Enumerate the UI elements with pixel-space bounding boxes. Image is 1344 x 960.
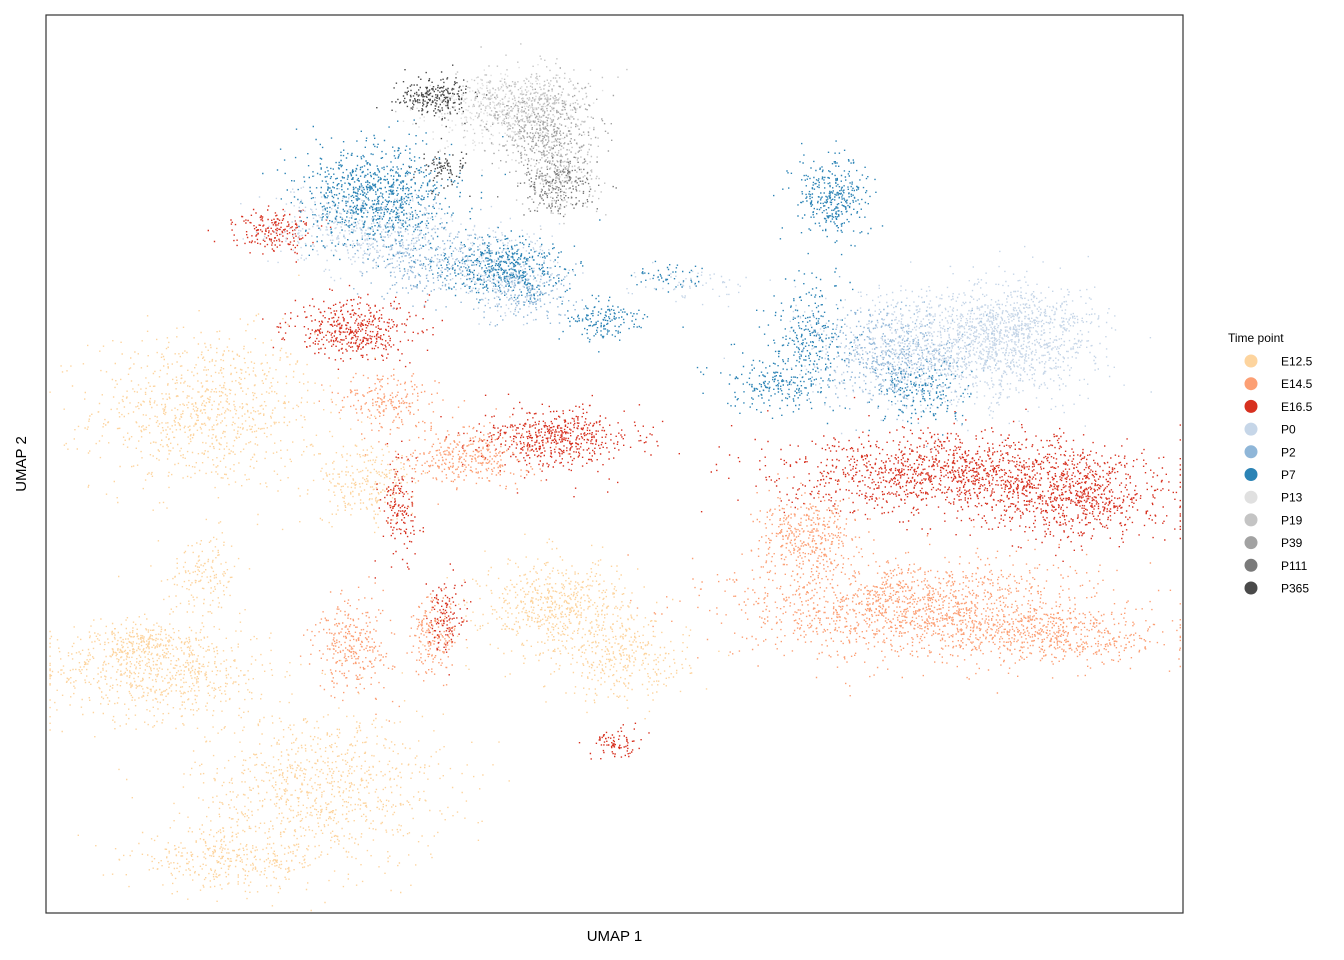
point-cluster-e14-5-0 <box>627 526 1172 697</box>
legend-key-e14-5 <box>1244 377 1258 391</box>
point-cluster-e12-5-4 <box>77 815 350 912</box>
series-p2 <box>343 202 997 448</box>
point-cluster-e16-5-2 <box>440 393 664 498</box>
legend: Time point E12.5 E14.5 E16.5 P0 P2 P7 P13 P19 P3… <box>1228 331 1313 596</box>
point-cluster-e14-5-3 <box>364 408 570 505</box>
legend-key-p7 <box>1244 468 1258 481</box>
legend-label-p39: P39 <box>1281 536 1303 550</box>
point-cluster-e16-5-7 <box>578 722 650 760</box>
legend-label-e16-5: E16.5 <box>1281 400 1313 414</box>
legend-key-e12-5 <box>1244 354 1258 368</box>
point-cluster-p7-5 <box>696 343 845 419</box>
series-p365 <box>376 64 488 197</box>
point-cluster-p365-0 <box>376 64 488 128</box>
legend-label-p2: P2 <box>1281 445 1296 459</box>
legend-key-p0 <box>1244 422 1258 436</box>
point-cluster-e12-5-6 <box>543 607 730 720</box>
legend-label-p365: P365 <box>1281 582 1309 596</box>
point-cluster-p0-4 <box>626 261 771 306</box>
legend-key-p13 <box>1244 490 1258 504</box>
point-cluster-p7-7 <box>630 260 703 293</box>
point-cluster-e14-5-4 <box>299 576 400 722</box>
legend-label-p13: P13 <box>1281 491 1303 505</box>
point-cluster-e16-5-6 <box>425 563 472 676</box>
legend-label-e12-5: E12.5 <box>1281 355 1313 369</box>
legend-label-p111: P111 <box>1281 559 1308 573</box>
point-cluster-e14-5-5 <box>392 588 468 687</box>
point-cluster-p7-6 <box>868 360 973 436</box>
legend-key-e16-5 <box>1244 399 1258 413</box>
legend-key-p39 <box>1244 536 1258 550</box>
legend-label-p19: P19 <box>1281 513 1303 527</box>
point-cluster-p0-2 <box>240 174 487 282</box>
point-cluster-e12-5-7 <box>287 421 427 534</box>
point-cluster-e14-5-2 <box>741 473 881 599</box>
legend-key-p19 <box>1244 513 1258 527</box>
legend-key-p111 <box>1244 558 1258 572</box>
point-cluster-e16-5-0 <box>678 396 1181 536</box>
point-cluster-e16-5-1 <box>943 442 1181 562</box>
point-cluster-e16-5-3 <box>262 284 443 370</box>
point-cluster-e12-5-1 <box>49 605 342 744</box>
point-cluster-p7-3 <box>773 140 884 255</box>
point-cluster-e12-5-8 <box>150 521 251 632</box>
legend-key-p2 <box>1244 445 1258 459</box>
point-cluster-p111-0 <box>497 130 617 218</box>
legend-title: Time point <box>1228 331 1284 345</box>
point-cluster-p39-0 <box>483 67 615 185</box>
series-p39 <box>483 67 615 185</box>
series-p13 <box>402 64 604 185</box>
point-cluster-e12-5-3 <box>50 618 216 670</box>
point-cluster-e14-5-6 <box>318 368 466 446</box>
point-cluster-p0-1 <box>890 245 1152 405</box>
point-cluster-e12-5-0 <box>49 274 376 578</box>
x-axis-title: UMAP 1 <box>587 928 643 945</box>
point-cluster-p7-1 <box>413 219 601 306</box>
y-axis-title: UMAP 2 <box>13 436 30 492</box>
point-cluster-e16-5-4 <box>207 205 332 263</box>
point-cluster-p0-0 <box>723 250 1152 450</box>
series-e12-5 <box>49 274 730 912</box>
point-cluster-e12-5-2 <box>118 672 547 904</box>
series-e16-5 <box>207 205 1181 760</box>
legend-key-p365 <box>1244 581 1258 595</box>
legend-label-p7: P7 <box>1281 468 1296 482</box>
legend-label-p0: P0 <box>1281 423 1296 437</box>
legend-label-e14-5: E14.5 <box>1281 377 1313 391</box>
scatter-points <box>49 43 1181 912</box>
series-e14-5 <box>299 368 1181 722</box>
point-cluster-p19-0 <box>395 43 628 172</box>
plot-panel-border <box>45 14 1184 914</box>
series-p0 <box>240 174 1152 450</box>
series-p7 <box>262 119 973 436</box>
point-cluster-p365-1 <box>408 137 471 197</box>
series-p111 <box>497 130 617 218</box>
point-cluster-e12-5-5 <box>422 533 674 696</box>
point-cluster-p13-0 <box>402 64 604 185</box>
point-cluster-p7-0 <box>262 119 506 270</box>
point-cluster-p7-2 <box>558 295 684 353</box>
